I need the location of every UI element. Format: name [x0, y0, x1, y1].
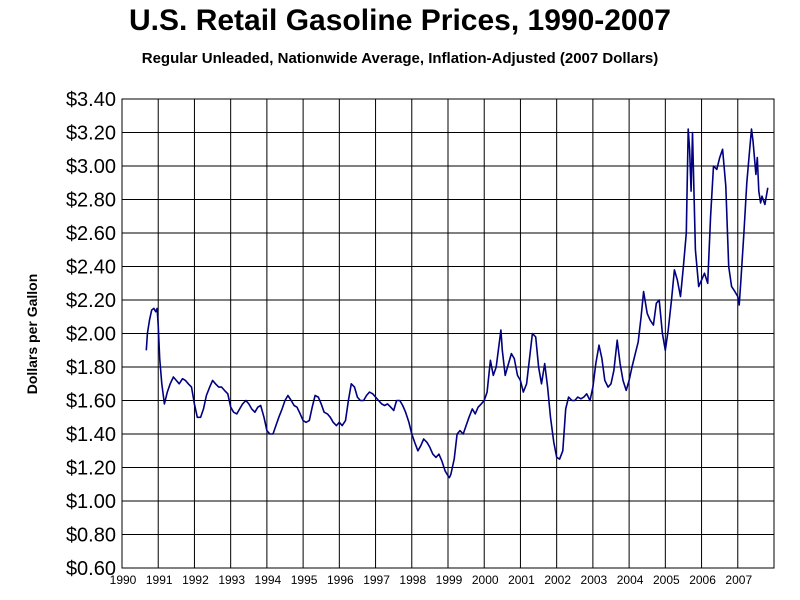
x-axis-ticks: 1990 1991 1992 1993 1994 1995 1996 1997 1998 1999…	[110, 573, 753, 587]
y-tick-label: $3.20	[66, 123, 116, 145]
x-tick-label: 1997	[363, 573, 390, 587]
x-tick-label: 1995	[291, 573, 318, 587]
y-tick-label: $1.40	[66, 424, 116, 446]
chart-title: U.S. Retail Gasoline Prices, 1990-2007	[129, 4, 671, 37]
y-tick-label: $3.40	[66, 89, 116, 111]
x-tick-label: 2001	[508, 573, 535, 587]
x-tick-label: 1993	[218, 573, 245, 587]
x-tick-label: 1992	[182, 573, 209, 587]
chart-subtitle: Regular Unleaded, Nationwide Average, In…	[141, 50, 659, 67]
series-layer	[145, 128, 769, 479]
x-tick-label: 1991	[146, 573, 173, 587]
y-axis-ticks: $0.60 $0.80 $1.00 $1.20 $1.40 $1.60 $1.80 $2.00…	[66, 89, 116, 580]
x-tick-label: 2005	[653, 573, 680, 587]
y-tick-label: $0.80	[66, 525, 116, 547]
x-tick-label: 1999	[436, 573, 463, 587]
grid	[121, 98, 775, 569]
x-tick-label: 2003	[581, 573, 608, 587]
x-tick-label: 1994	[255, 573, 282, 587]
y-tick-label: $3.00	[66, 156, 116, 178]
y-tick-label: $2.40	[66, 257, 116, 279]
series-line	[145, 128, 769, 479]
y-axis-label: Dollars per Gallon	[24, 274, 40, 395]
x-tick-label: 2004	[617, 573, 644, 587]
x-tick-label: 2002	[544, 573, 571, 587]
y-tick-label: $2.60	[66, 223, 116, 245]
y-tick-label: $1.80	[66, 357, 116, 379]
x-tick-label: 2006	[689, 573, 716, 587]
x-tick-label: 2007	[725, 573, 752, 587]
y-tick-label: $1.60	[66, 391, 116, 413]
y-tick-label: $2.20	[66, 290, 116, 312]
y-tick-label: $2.80	[66, 190, 116, 212]
x-tick-label: 2000	[472, 573, 499, 587]
x-tick-label: 1996	[327, 573, 354, 587]
x-tick-label: 1998	[399, 573, 426, 587]
x-tick-label: 1990	[110, 573, 137, 587]
y-tick-label: $0.60	[66, 558, 116, 580]
y-tick-label: $1.20	[66, 458, 116, 480]
y-tick-label: $1.00	[66, 491, 116, 513]
y-tick-label: $2.00	[66, 324, 116, 346]
